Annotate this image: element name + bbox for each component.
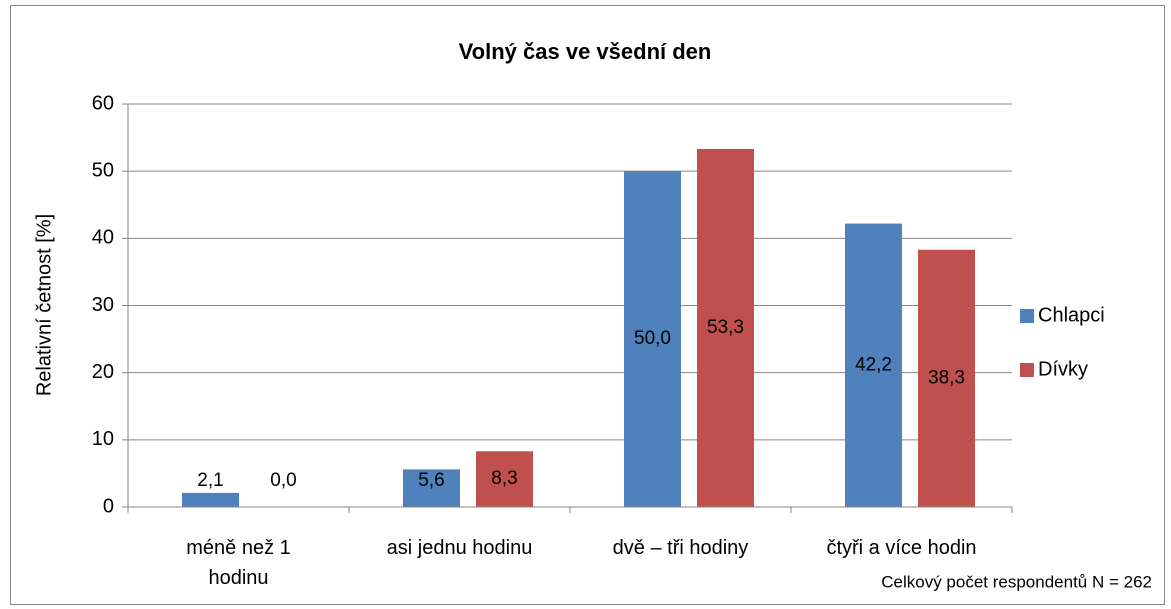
legend-swatch <box>1020 363 1034 377</box>
legend-label: Chlapci <box>1038 304 1105 326</box>
bar <box>918 249 975 508</box>
data-label: 2,1 <box>197 470 223 491</box>
data-label: 42,2 <box>855 354 892 375</box>
y-tick-label: 0 <box>103 495 114 517</box>
chart-title: Volný čas ve všední den <box>459 39 712 64</box>
y-axis-label: Relativní četnost [%] <box>33 214 55 396</box>
annotation: Celkový počet respondentů N = 262 <box>881 572 1152 591</box>
bar <box>624 171 681 507</box>
y-tick-label: 60 <box>92 92 114 114</box>
data-label: 38,3 <box>928 367 965 388</box>
x-tick-label: asi jednu hodinu <box>386 537 533 559</box>
legend-label: Dívky <box>1038 358 1088 380</box>
y-tick-label: 50 <box>92 159 114 181</box>
y-tick-label: 20 <box>92 361 114 383</box>
bar <box>403 469 460 507</box>
bar <box>845 223 902 507</box>
y-tick-label: 10 <box>92 428 114 450</box>
x-tick-label: čtyři a více hodin <box>826 537 977 559</box>
bar <box>182 492 239 507</box>
bar <box>476 451 533 507</box>
data-label: 0,0 <box>270 470 296 491</box>
legend-swatch <box>1020 309 1034 323</box>
x-tick-label: dvě – tři hodiny <box>612 537 749 559</box>
data-label: 5,6 <box>418 470 444 491</box>
y-tick-label: 30 <box>92 294 114 316</box>
data-label: 50,0 <box>634 328 671 349</box>
data-label: 8,3 <box>491 468 517 489</box>
y-tick-label: 40 <box>92 227 114 249</box>
x-tick-label: méně než 1 hodinu <box>186 537 291 589</box>
bar <box>697 149 754 508</box>
data-label: 53,3 <box>707 317 744 338</box>
